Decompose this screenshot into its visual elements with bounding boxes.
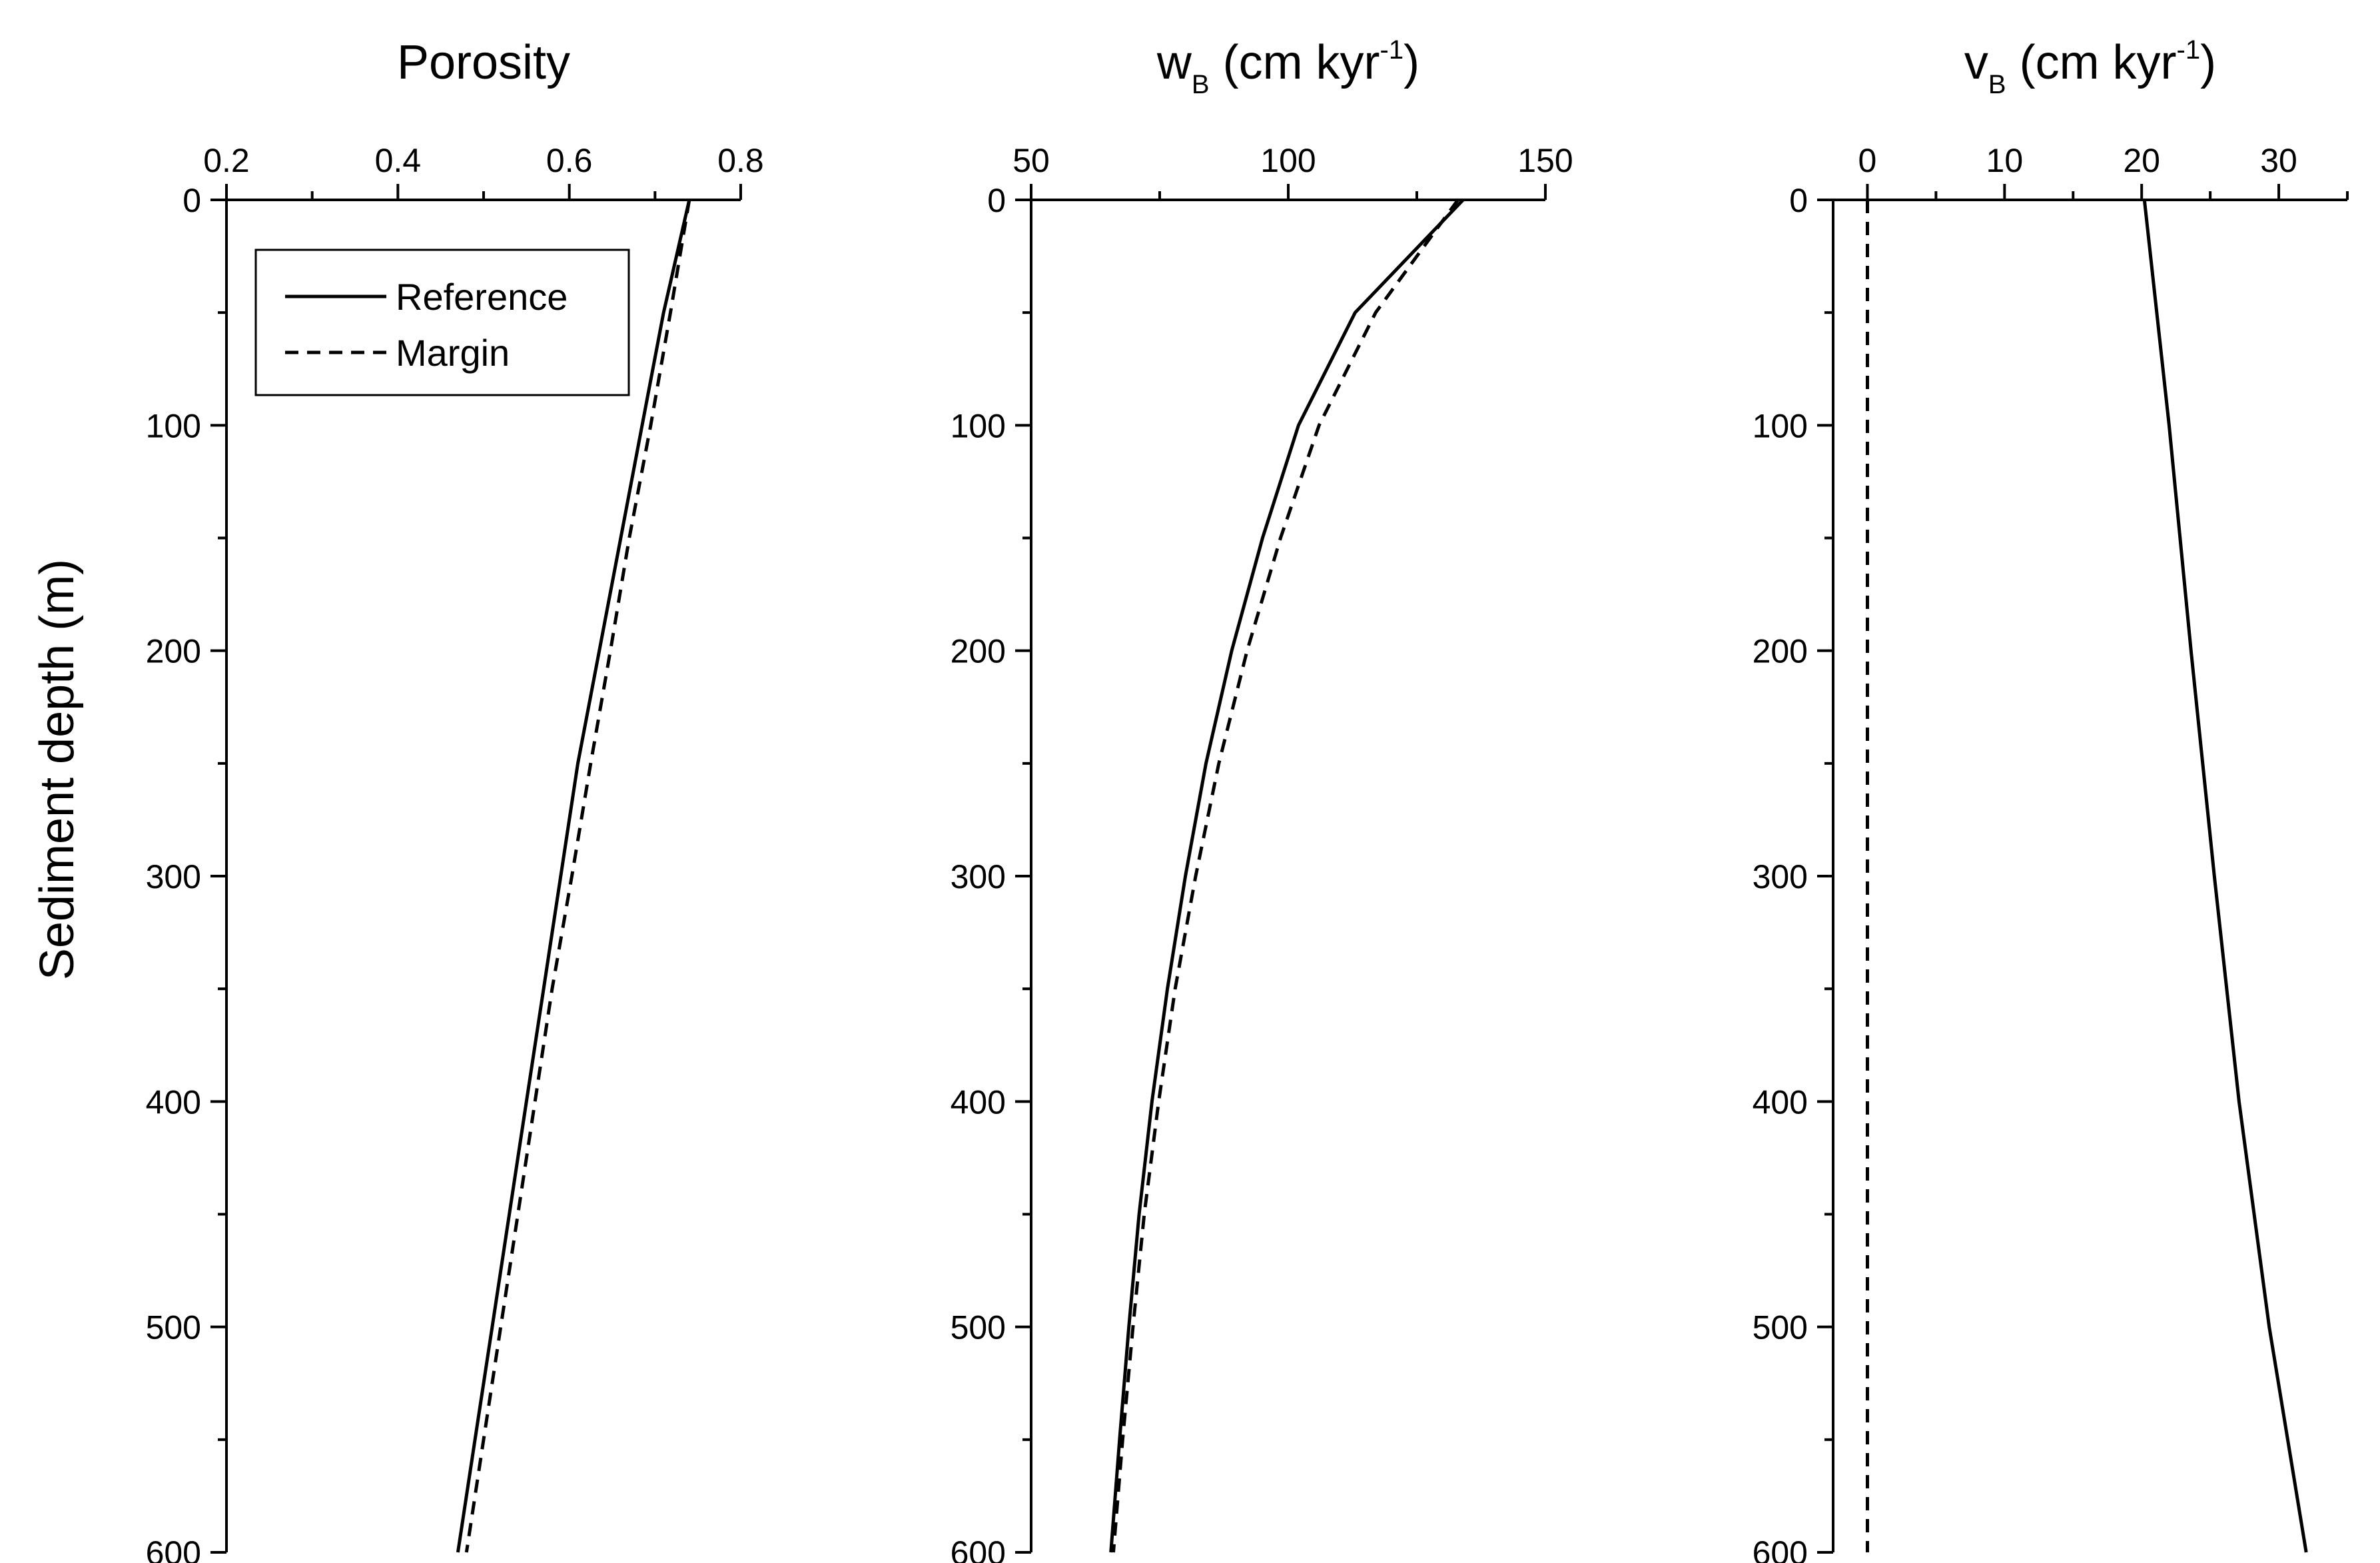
vb-title-main: v xyxy=(1964,36,1988,89)
vb-title-mid: (cm kyr xyxy=(2006,36,2177,89)
porosity-x-tick-label: 0.6 xyxy=(546,142,593,179)
wb-y-tick-label: 600 xyxy=(951,1534,1006,1563)
vb-y-tick-label: 400 xyxy=(1753,1083,1808,1121)
vb-y-tick-label: 300 xyxy=(1753,858,1808,895)
legend: Reference Margin xyxy=(254,249,630,396)
vb-x-tick-label: 10 xyxy=(1986,142,2024,179)
wb-x-tick-label: 150 xyxy=(1517,142,1573,179)
legend-label-margin: Margin xyxy=(396,332,510,374)
wb-y-tick-label: 200 xyxy=(951,633,1006,670)
vb-x-tick-label: 20 xyxy=(2123,142,2160,179)
wb-y-tick-label: 100 xyxy=(951,407,1006,444)
wb-y-tick-label: 400 xyxy=(951,1083,1006,1121)
wb-series-reference-line xyxy=(1109,199,1465,1553)
vb-series-reference-line xyxy=(2142,199,2308,1553)
wb-x-tick-label: 50 xyxy=(1012,142,1050,179)
vb-y-tick-label: 100 xyxy=(1753,407,1808,444)
porosity-title-main: Porosity xyxy=(397,36,570,89)
wb-title-sub: B xyxy=(1192,70,1210,99)
porosity-panel: 0.2 0.4 0.6 0.8 0 100 200 300 400 500 600 Porosity R… xyxy=(146,36,764,1563)
wb-title-sup: -1 xyxy=(1380,35,1404,65)
vb-title: vB (cm kyr-1) xyxy=(1964,35,2216,99)
porosity-y-tick-label: 200 xyxy=(146,633,201,670)
legend-label-reference: Reference xyxy=(396,276,568,318)
porosity-y-tick-label: 0 xyxy=(183,182,201,219)
legend-box xyxy=(254,249,630,396)
wb-panel: 50 100 150 0 100 200 300 400 500 600 wB (cm kyr-1) xyxy=(951,35,1573,1563)
wb-title-tail: ) xyxy=(1403,36,1419,89)
vb-title-sup: -1 xyxy=(2177,35,2201,65)
porosity-y-tick-label: 600 xyxy=(146,1534,201,1563)
porosity-title: Porosity xyxy=(397,36,570,89)
wb-y-tick-label: 0 xyxy=(987,182,1006,219)
vb-x-tick-label: 0 xyxy=(1858,142,1877,179)
porosity-x-tick-label: 0.2 xyxy=(203,142,250,179)
wb-series-margin-line xyxy=(1112,199,1459,1553)
vb-y-tick-label: 500 xyxy=(1753,1309,1808,1346)
wb-title: wB (cm kyr-1) xyxy=(1156,35,1419,99)
y-axis-label: Sediment depth (m) xyxy=(31,559,84,980)
vb-x-tick-label: 30 xyxy=(2260,142,2297,179)
vb-title-sub: B xyxy=(1988,70,2006,99)
wb-title-mid: (cm kyr xyxy=(1210,36,1380,89)
porosity-y-tick-label: 100 xyxy=(146,407,201,444)
wb-y-tick-label: 500 xyxy=(951,1309,1006,1346)
porosity-x-tick-label: 0.4 xyxy=(375,142,422,179)
porosity-series-reference-line xyxy=(456,199,691,1553)
wb-y-tick-label: 300 xyxy=(951,858,1006,895)
vb-y-tick-label: 200 xyxy=(1753,633,1808,670)
wb-x-tick-label: 100 xyxy=(1260,142,1316,179)
porosity-y-tick-label: 500 xyxy=(146,1309,201,1346)
vb-title-tail: ) xyxy=(2200,36,2216,89)
wb-title-main: w xyxy=(1156,36,1192,89)
vb-y-tick-label: 0 xyxy=(1789,182,1808,219)
vb-y-tick-label: 600 xyxy=(1753,1534,1808,1563)
porosity-y-tick-label: 400 xyxy=(146,1083,201,1121)
porosity-x-tick-label: 0.8 xyxy=(717,142,764,179)
porosity-y-tick-label: 300 xyxy=(146,858,201,895)
porosity-series-margin-line xyxy=(464,199,691,1553)
